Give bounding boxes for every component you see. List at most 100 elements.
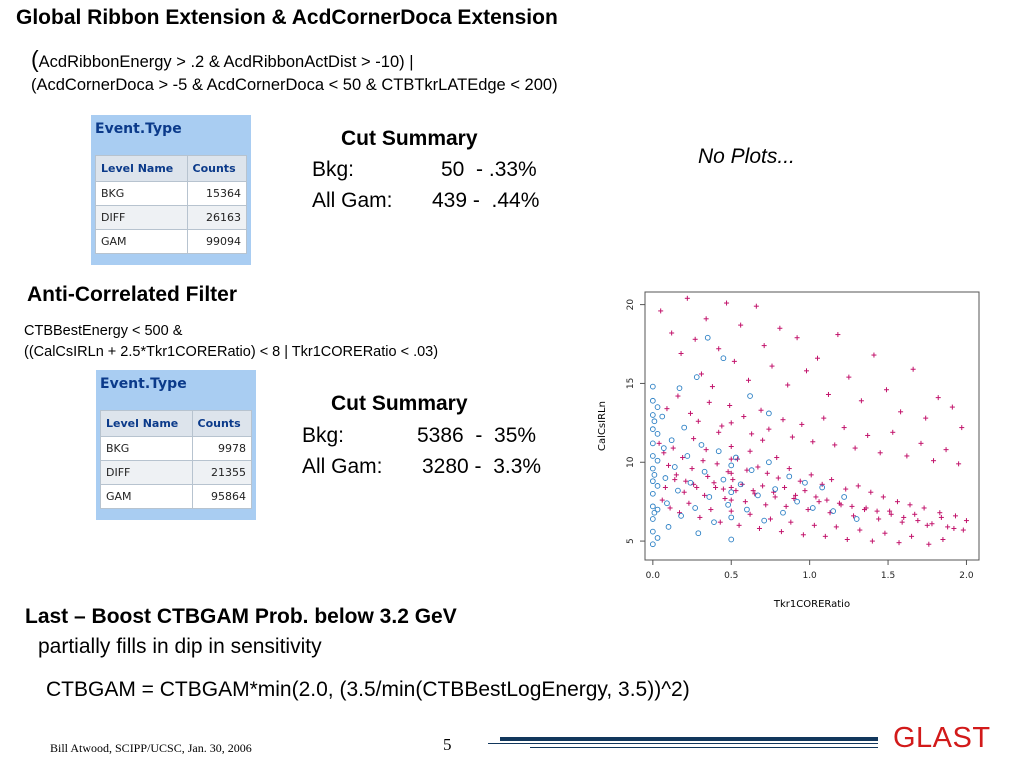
data-point-plus bbox=[702, 492, 708, 498]
cut-summary-bkg-value: 50 - .33% bbox=[441, 158, 537, 181]
data-point-plus bbox=[874, 508, 880, 514]
level-name-cell: DIFF bbox=[100, 460, 193, 485]
data-point-plus bbox=[888, 511, 894, 517]
data-point-plus bbox=[717, 519, 723, 525]
data-point-plus bbox=[686, 500, 692, 506]
data-point-circle bbox=[766, 410, 772, 417]
filter2-line2: ((CalCsIRLn + 2.5*Tkr1CORERatio) < 8 | T… bbox=[24, 344, 439, 360]
data-point-plus bbox=[910, 366, 916, 372]
data-point-circle bbox=[748, 467, 755, 473]
data-point-circle bbox=[671, 464, 678, 470]
data-point-plus bbox=[918, 440, 924, 446]
data-point-circle bbox=[649, 383, 656, 390]
data-point-circle bbox=[654, 431, 661, 437]
y-tick-label: 10 bbox=[626, 456, 636, 468]
data-point-circle bbox=[772, 486, 779, 492]
data-point-circle bbox=[744, 506, 750, 513]
data-point-circle bbox=[687, 479, 694, 486]
data-point-plus bbox=[716, 429, 722, 435]
cut-summary-bkg-value: 5386 - 35% bbox=[417, 424, 537, 447]
data-point-plus bbox=[890, 429, 896, 435]
data-point-circle bbox=[701, 468, 708, 475]
data-point-circle bbox=[676, 385, 683, 392]
data-point-plus bbox=[804, 368, 810, 374]
data-point-plus bbox=[832, 442, 838, 448]
data-point-circle bbox=[802, 479, 808, 486]
data-point-plus bbox=[684, 295, 690, 301]
y-tick-label: 20 bbox=[626, 299, 636, 311]
data-point-plus bbox=[814, 355, 820, 361]
data-point-plus bbox=[901, 514, 907, 520]
data-point-plus bbox=[758, 407, 764, 413]
data-point-plus bbox=[728, 470, 734, 476]
data-point-plus bbox=[703, 447, 709, 453]
column-header-level-name: Level Name bbox=[95, 155, 188, 182]
data-point-plus bbox=[728, 484, 734, 490]
data-point-plus bbox=[949, 404, 955, 410]
table-row: GAM 95864 bbox=[100, 484, 253, 509]
cut-summary-bkg-label: Bkg: bbox=[302, 424, 345, 447]
data-point-plus bbox=[680, 455, 686, 461]
data-point-plus bbox=[887, 508, 893, 514]
data-point-plus bbox=[791, 496, 797, 502]
y-axis-ticks: 5 10 15 20 bbox=[626, 299, 645, 544]
data-point-plus bbox=[678, 350, 684, 356]
level-name-cell: GAM bbox=[100, 484, 193, 509]
data-point-plus bbox=[666, 462, 672, 468]
data-point-plus bbox=[945, 524, 951, 530]
data-point-plus bbox=[810, 439, 816, 445]
data-point-circle bbox=[660, 445, 667, 451]
data-point-plus bbox=[728, 420, 734, 426]
data-point-plus bbox=[711, 480, 717, 486]
data-point-plus bbox=[673, 472, 679, 478]
data-point-plus bbox=[935, 395, 941, 401]
data-point-circle bbox=[761, 517, 768, 524]
data-point-circle bbox=[720, 476, 727, 483]
column-header-level-name: Level Name bbox=[100, 410, 193, 437]
data-point-plus bbox=[821, 415, 827, 421]
data-point-circle bbox=[675, 487, 681, 494]
data-point-plus bbox=[747, 448, 753, 454]
data-point-plus bbox=[868, 489, 874, 495]
data-point-circle bbox=[819, 484, 826, 491]
data-point-plus bbox=[692, 336, 698, 342]
data-point-plus bbox=[782, 484, 788, 490]
data-point-plus bbox=[940, 537, 946, 543]
data-point-circle bbox=[725, 501, 731, 508]
data-point-plus bbox=[672, 477, 678, 483]
data-point-plus bbox=[719, 423, 725, 429]
data-point-plus bbox=[658, 308, 664, 314]
data-point-plus bbox=[728, 456, 734, 462]
data-point-plus bbox=[675, 393, 681, 399]
data-point-circle bbox=[728, 536, 735, 543]
data-point-circle bbox=[654, 483, 661, 489]
data-point-plus bbox=[691, 436, 697, 442]
data-point-plus bbox=[915, 518, 921, 524]
data-point-plus bbox=[687, 410, 693, 416]
data-point-plus bbox=[921, 505, 927, 511]
data-point-plus bbox=[797, 478, 803, 484]
data-point-plus bbox=[716, 346, 722, 352]
data-point-plus bbox=[744, 467, 750, 473]
footer-rule bbox=[488, 743, 878, 744]
data-point-plus bbox=[766, 426, 772, 432]
data-point-plus bbox=[824, 497, 830, 503]
data-point-plus bbox=[829, 477, 835, 483]
data-point-circle bbox=[649, 426, 656, 433]
data-point-plus bbox=[869, 538, 875, 544]
data-point-plus bbox=[876, 516, 882, 522]
cut-summary-bkg-label: Bkg: bbox=[312, 158, 355, 181]
data-point-plus bbox=[956, 461, 962, 467]
data-point-circle bbox=[649, 397, 656, 404]
level-name-cell: DIFF bbox=[95, 205, 188, 230]
data-point-circle bbox=[668, 437, 675, 444]
footer-rule bbox=[530, 747, 878, 748]
data-point-plus bbox=[808, 472, 814, 478]
data-point-plus bbox=[728, 497, 734, 503]
data-points bbox=[649, 295, 969, 548]
data-point-plus bbox=[825, 391, 831, 397]
data-point-plus bbox=[923, 415, 929, 421]
data-point-circle bbox=[651, 472, 658, 478]
data-point-plus bbox=[896, 540, 902, 546]
data-point-plus bbox=[749, 431, 755, 437]
